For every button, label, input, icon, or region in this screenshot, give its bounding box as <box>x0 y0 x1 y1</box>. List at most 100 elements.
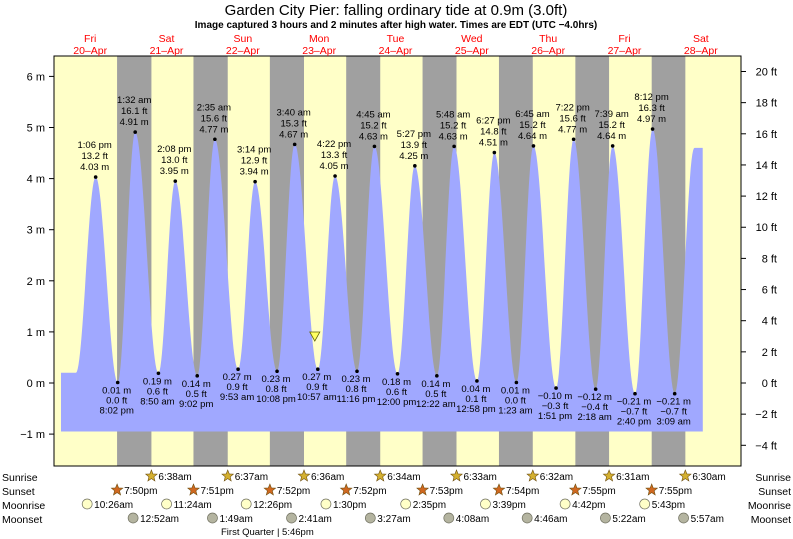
tide-meters: 3.94 m <box>240 167 269 178</box>
plot-frame <box>53 55 742 467</box>
tide-point <box>610 144 615 148</box>
tide-meters: 0.27 m <box>223 372 252 383</box>
tide-meters: 4.05 m <box>320 161 349 172</box>
day-date: 21–Apr <box>150 45 184 57</box>
sunrise-time: 6:38am <box>144 469 192 483</box>
sunrise-time: 6:34am <box>373 469 421 483</box>
tide-time: 10:08 pm <box>256 394 296 405</box>
event-time-label: 5:22am <box>612 514 645 525</box>
moonset-time: 5:22am <box>600 512 646 525</box>
right-tick-label: 6 ft <box>762 285 777 297</box>
tide-feet: 13.2 ft <box>81 151 108 162</box>
sun-icon <box>492 483 506 496</box>
moonrise-time: 1:30pm <box>320 498 366 511</box>
tide-point <box>372 144 377 149</box>
sun-icon <box>187 483 200 496</box>
tide-point <box>236 367 240 372</box>
moonset-label-left: Moonset <box>2 514 42 526</box>
sun-icon <box>110 483 124 496</box>
moonrise-time: 11:24am <box>161 498 212 511</box>
tide-time: 8:12 pm <box>634 92 668 103</box>
left-tick-label: 3 m <box>27 225 45 237</box>
tide-point <box>93 175 98 179</box>
right-tick-label: 14 ft <box>756 160 777 172</box>
day-name: Mon <box>309 33 330 45</box>
sun-icon <box>645 483 659 496</box>
tide-time: 3:14 pm <box>237 145 271 156</box>
tide-meters: 4.64 m <box>597 131 626 142</box>
tide-feet: 15.6 ft <box>559 113 586 124</box>
tide-meters: 0.19 m <box>143 376 172 387</box>
left-tick-label: 6 m <box>27 71 45 83</box>
tide-time: 12:58 pm <box>456 404 496 415</box>
low-tide-label: 0.01 m0.0 ft1:23 am <box>498 380 533 416</box>
right-tick-label: 10 ft <box>756 222 777 234</box>
tide-point <box>133 130 137 134</box>
sun-icon <box>602 469 616 482</box>
tide-time: 7:39 am <box>595 109 629 120</box>
day-name: Wed <box>461 33 483 45</box>
day-date: 20–Apr <box>73 45 107 57</box>
event-time-label: 2:41am <box>299 514 332 525</box>
tide-point <box>213 137 217 142</box>
day-date: 24–Apr <box>379 45 413 57</box>
tide-feet: 13.9 ft <box>401 140 428 151</box>
tide-feet: 0.9 ft <box>227 382 248 393</box>
sun-icon <box>297 469 311 482</box>
event-time-label: 7:52pm <box>277 486 310 497</box>
left-tick-label: 0 m <box>27 378 45 390</box>
moonrise-time: 4:42pm <box>559 498 605 511</box>
tide-meters: 0.23 m <box>262 374 291 385</box>
sun-icon <box>221 469 235 482</box>
left-tick-label: 5 m <box>27 123 45 135</box>
day-name: Sat <box>159 33 175 45</box>
tide-point <box>650 127 655 131</box>
tide-time: 7:22 pm <box>555 102 589 113</box>
tide-meters: −0.12 m <box>577 392 612 403</box>
tide-time: 1:06 pm <box>78 140 112 151</box>
event-time-label: 7:55pm <box>659 486 692 497</box>
tide-meters: 4.63 m <box>359 131 388 142</box>
moonset-time: 2:41am <box>286 512 332 525</box>
header: Garden City Pier: falling ordinary tide … <box>195 2 597 31</box>
tide-time: 11:16 pm <box>337 394 376 405</box>
event-time-label: 7:54pm <box>506 486 539 497</box>
tide-curve <box>61 129 703 432</box>
sunset-time: 7:55pm <box>568 483 616 497</box>
tide-point <box>156 371 161 376</box>
tide-meters: 4.67 m <box>279 129 308 140</box>
moonset-icon <box>678 512 689 524</box>
sun-icon <box>373 469 387 482</box>
tide-time: 5:27 pm <box>397 129 431 140</box>
tide-point <box>292 142 297 147</box>
tide-area <box>61 129 703 432</box>
event-time-label: 7:53pm <box>430 486 463 497</box>
tide-time: 2:35 am <box>197 102 231 113</box>
tide-point <box>333 174 337 178</box>
tide-meters: 0.14 m <box>182 379 211 390</box>
moonrise-time: 10:26am <box>81 498 133 511</box>
day-name: Thu <box>539 33 557 45</box>
tide-feet: 15.2 ft <box>360 120 387 131</box>
left-tick-label: 2 m <box>27 276 45 288</box>
moonset-icon <box>127 512 139 524</box>
tide-feet: 0.1 ft <box>465 394 486 405</box>
tide-time: 4:22 pm <box>317 139 351 150</box>
moonset-icon <box>207 512 218 524</box>
tide-feet: 0.6 ft <box>147 386 168 397</box>
tide-point <box>173 179 178 183</box>
sun-icon <box>450 469 463 482</box>
tide-feet: 15.2 ft <box>519 120 546 131</box>
tide-meters: 4.77 m <box>199 124 228 135</box>
moonrise-time: 3:39pm <box>480 498 526 511</box>
moonset-icon <box>286 512 297 524</box>
moonset-time: 3:27am <box>364 512 411 525</box>
event-time-label: 6:30am <box>692 472 725 483</box>
